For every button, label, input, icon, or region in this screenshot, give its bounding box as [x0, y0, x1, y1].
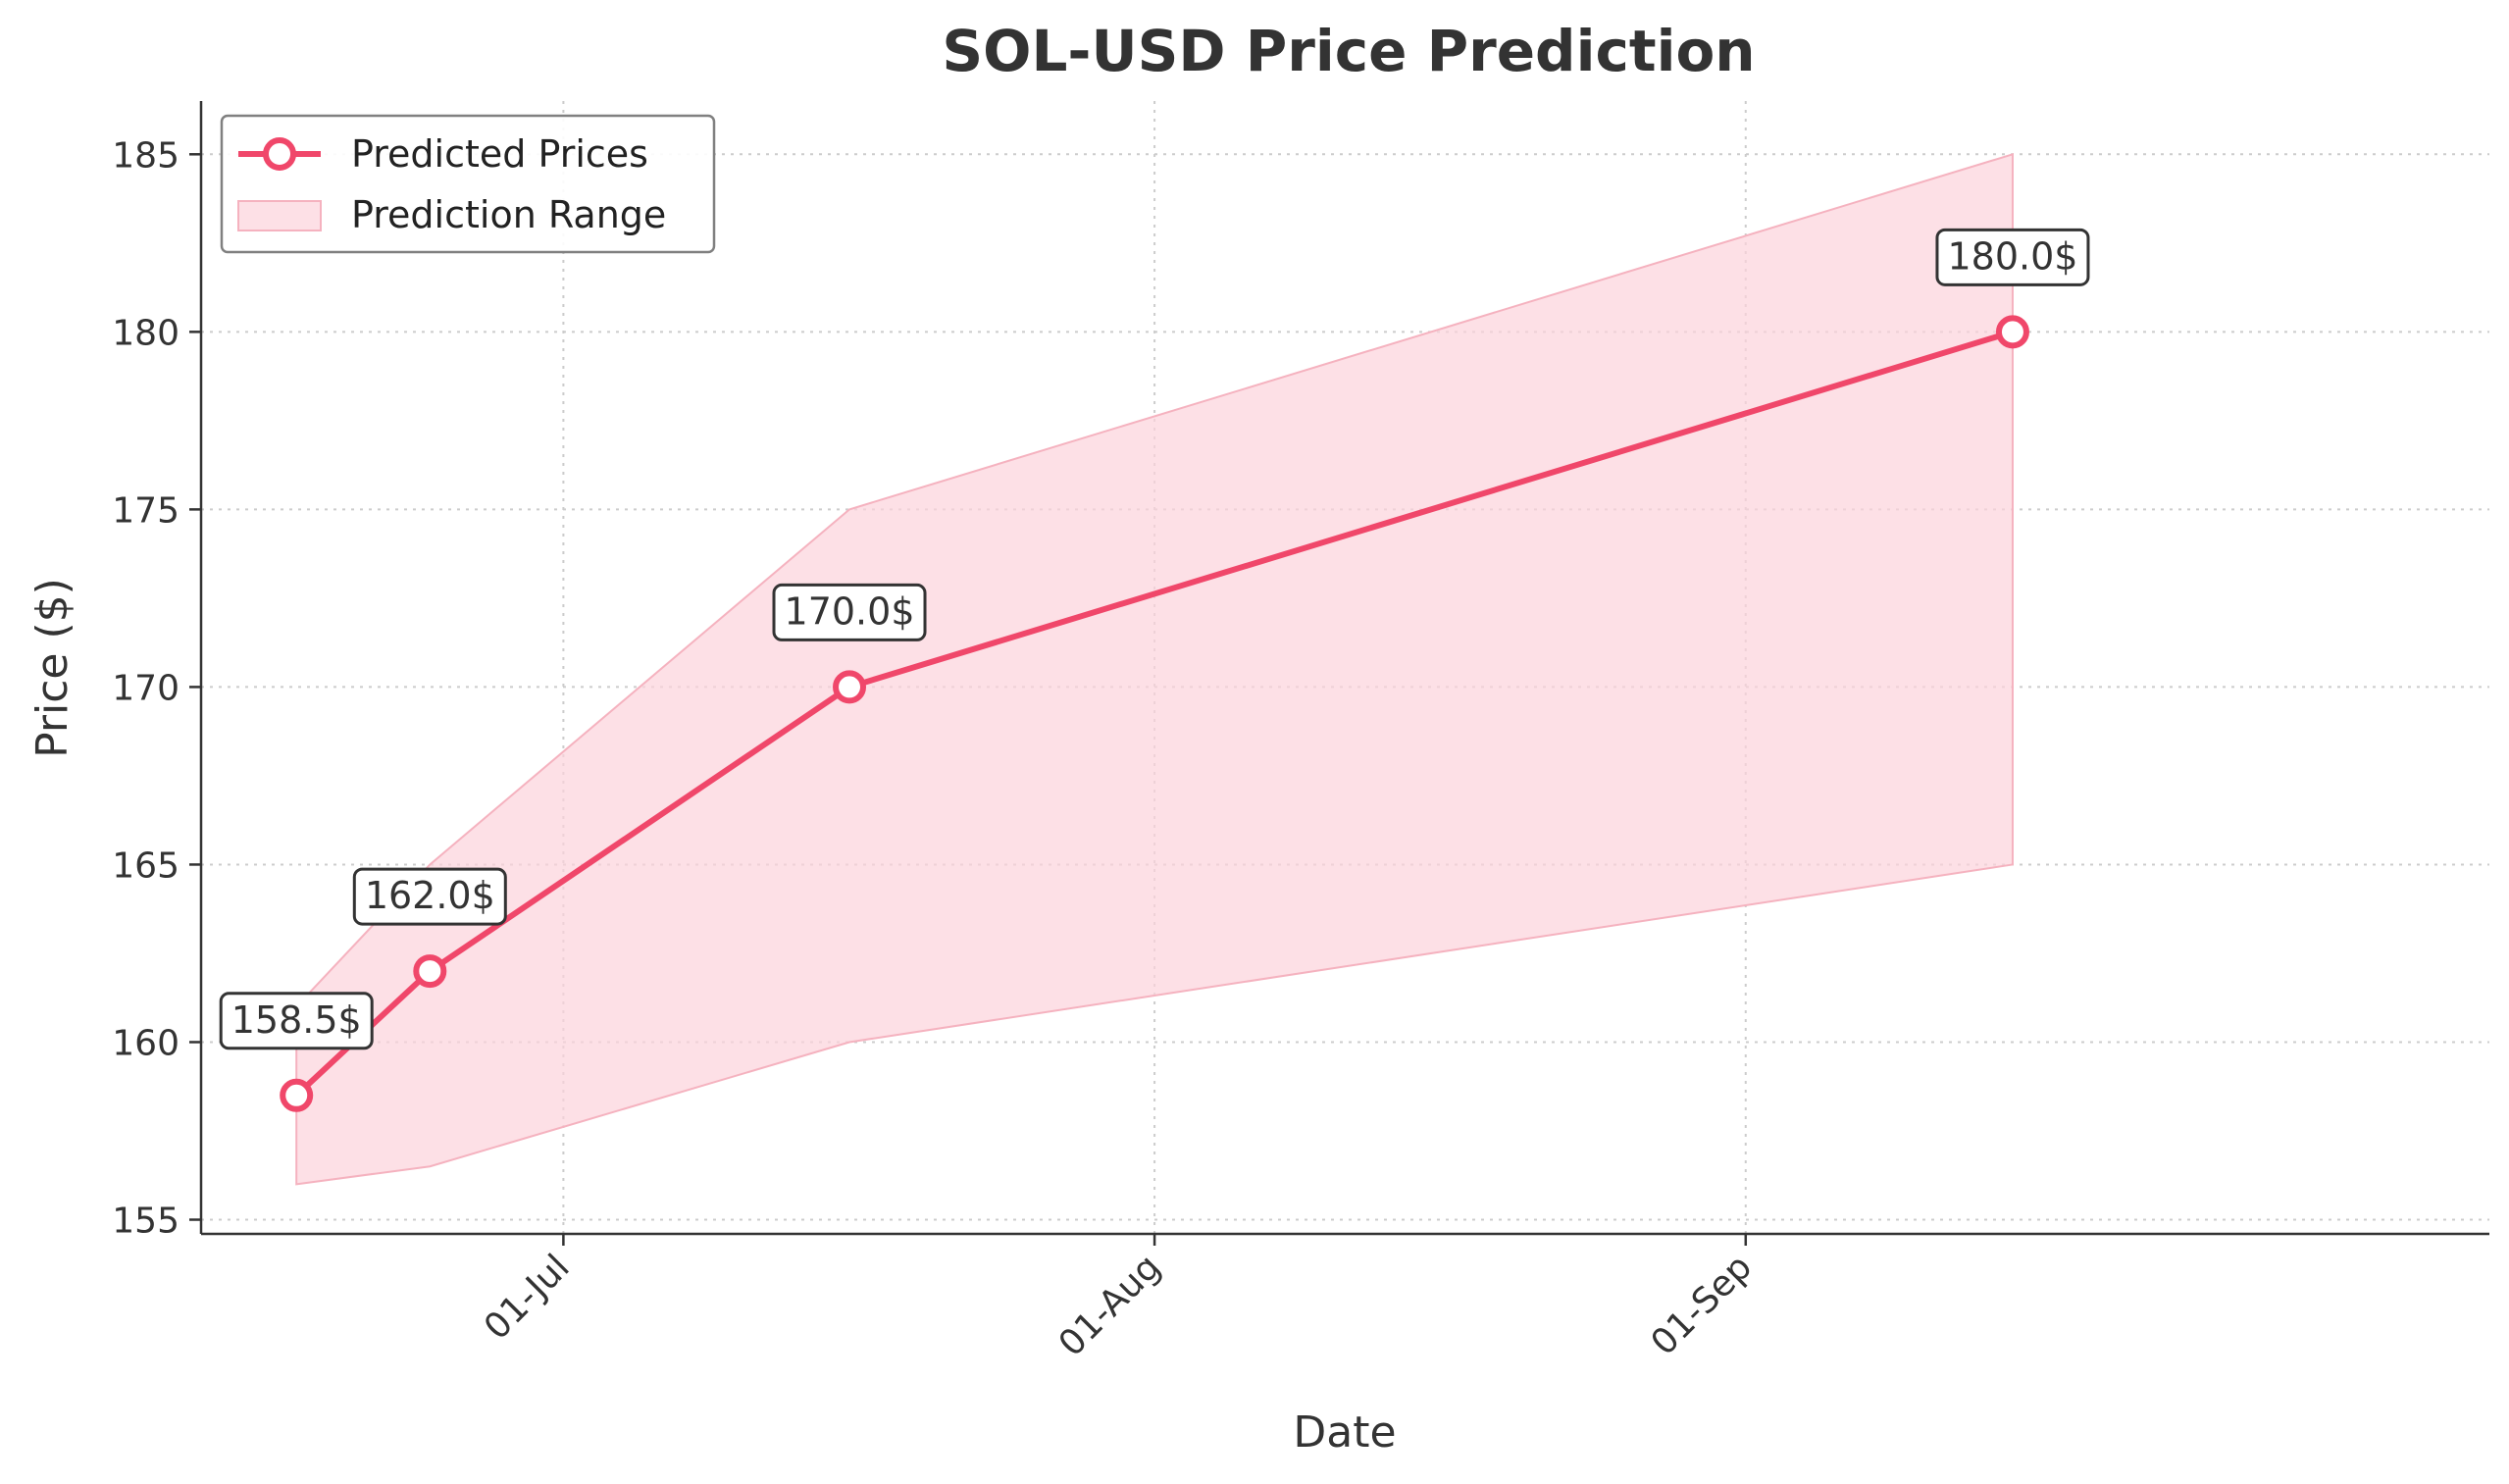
y-axis-ticks: 155 160 165 170 175 180 185: [112, 135, 201, 1242]
y-tick-label: 170: [112, 668, 179, 708]
prediction-range-area: [295, 152, 2014, 1186]
data-label: 158.5$: [231, 998, 362, 1042]
legend-frame: [220, 114, 716, 254]
data-label-group: 158.5$: [219, 992, 374, 1050]
y-axis-label: Price ($): [27, 578, 77, 758]
y-tick-label: 175: [112, 490, 179, 531]
y-tick-label: 155: [112, 1202, 179, 1242]
data-labels: 158.5$ 162.0$ 170.0$ 180.0$: [219, 228, 2090, 1050]
data-label-box: [352, 867, 507, 926]
data-label-group: 162.0$: [352, 867, 507, 926]
data-label-group: 170.0$: [772, 583, 927, 641]
legend-marker-swatch: [263, 137, 296, 171]
data-point: [413, 954, 447, 989]
data-label-box: [1935, 228, 2090, 286]
data-label: 170.0$: [785, 589, 915, 633]
x-axis-ticks: 01-Jul 01-Aug 01-Sep: [477, 1234, 1760, 1364]
x-tick-label: 01-Aug: [1051, 1247, 1169, 1364]
prediction-range-area-layer: [295, 152, 2014, 1186]
data-point: [1995, 315, 2029, 349]
data-label: 180.0$: [1947, 234, 2077, 278]
x-axis-label: Date: [1293, 1407, 1396, 1458]
legend-label-range: Prediction Range: [351, 193, 666, 236]
legend-area-swatch: [237, 200, 322, 231]
x-tick-label: 01-Sep: [1644, 1247, 1761, 1363]
data-label: 162.0$: [365, 874, 495, 917]
y-tick-label: 185: [112, 135, 179, 176]
data-label-group: 180.0$: [1935, 228, 2090, 286]
data-point: [280, 1078, 314, 1112]
y-tick-label: 180: [112, 313, 179, 353]
data-label-box: [772, 583, 927, 641]
data-point: [833, 670, 867, 704]
x-tick-label: 01-Jul: [477, 1247, 578, 1348]
legend: Predicted Prices Prediction Range: [220, 114, 716, 254]
data-label-box: [219, 992, 374, 1050]
data-points: [280, 315, 2029, 1112]
y-tick-label: 165: [112, 845, 179, 886]
y-tick-label: 160: [112, 1023, 179, 1063]
legend-label-predicted: Predicted Prices: [351, 132, 648, 176]
chart-title: SOL-USD Price Prediction: [942, 18, 1755, 84]
